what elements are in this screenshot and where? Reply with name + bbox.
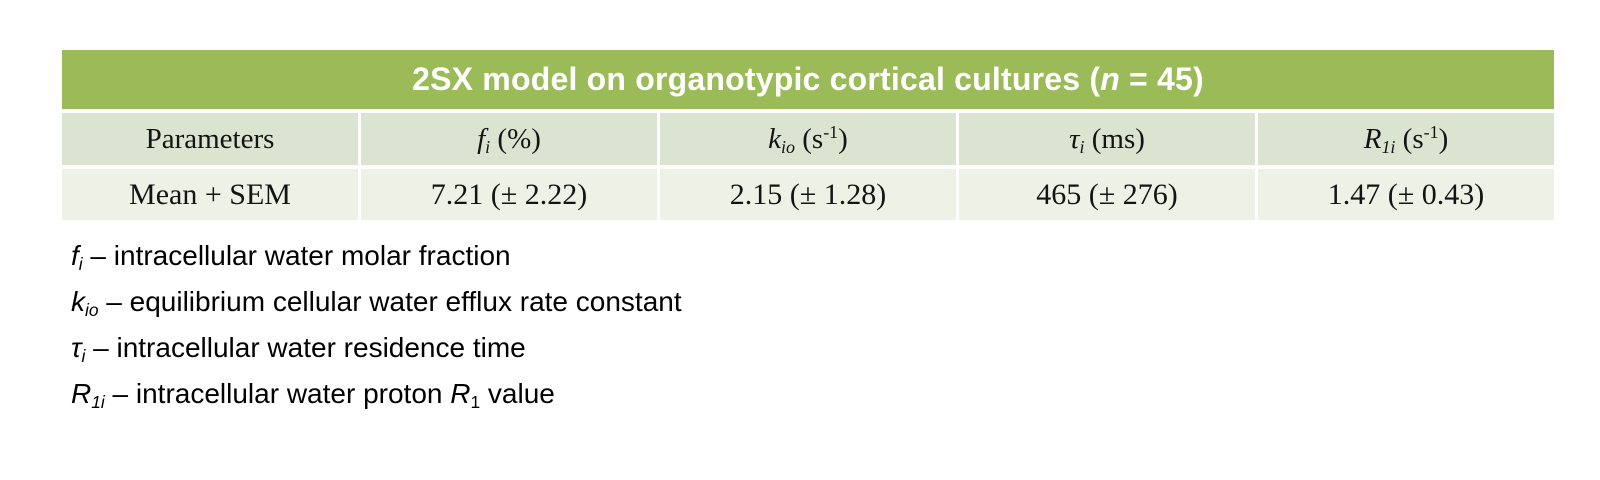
footnote-kio: kio – equilibrium cellular water efflux … xyxy=(71,286,682,320)
footnote-taui: τi – intracellular water residence time xyxy=(71,332,526,366)
header-cell-taui: τi (ms) xyxy=(959,113,1255,165)
table-title: 2SX model on organotypic cortical cultur… xyxy=(412,61,1204,97)
data-row: Mean + SEM 7.21 (± 2.22) 2.15 (± 1.28) 4… xyxy=(62,169,1554,220)
cell-kio-value: 2.15 (± 1.28) xyxy=(660,169,956,220)
cell-row-label: Mean + SEM xyxy=(62,169,358,220)
header-cell-r1i: R1i (s-1) xyxy=(1258,113,1554,165)
footnote-fi: fi – intracellular water molar fraction xyxy=(71,240,511,274)
footnotes: fi – intracellular water molar fraction … xyxy=(71,233,682,417)
header-row: Parameters fi (%) kio (s-1) τi (ms) R1i … xyxy=(62,113,1554,165)
table-title-bar: 2SX model on organotypic cortical cultur… xyxy=(62,50,1554,109)
header-cell-parameters: Parameters xyxy=(62,113,358,165)
cell-fi-value: 7.21 (± 2.22) xyxy=(361,169,657,220)
footnote-r1i: R1i – intracellular water proton R1 valu… xyxy=(71,378,555,412)
header-cell-fi: fi (%) xyxy=(361,113,657,165)
header-cell-kio: kio (s-1) xyxy=(660,113,956,165)
cell-taui-value: 465 (± 276) xyxy=(959,169,1255,220)
cell-r1i-value: 1.47 (± 0.43) xyxy=(1258,169,1554,220)
results-table: 2SX model on organotypic cortical cultur… xyxy=(62,50,1554,220)
